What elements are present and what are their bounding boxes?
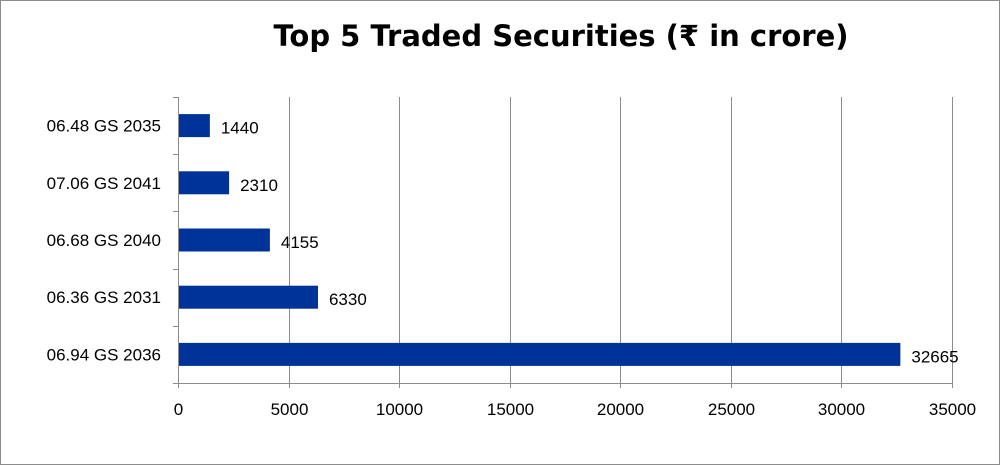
- gridlines: [289, 97, 953, 383]
- data-label: 4155: [281, 233, 319, 252]
- data-label: 1440: [221, 119, 259, 138]
- category-label: 06.36 GS 2031: [47, 288, 161, 307]
- x-tick-label: 5000: [271, 400, 309, 419]
- data-label: 32665: [911, 347, 958, 366]
- x-tick-label: 35000: [929, 400, 976, 419]
- category-label: 07.06 GS 2041: [47, 174, 161, 193]
- axes: [173, 97, 953, 388]
- x-tick-label: 20000: [597, 400, 644, 419]
- category-label: 06.94 GS 2036: [47, 345, 161, 364]
- labels: 0 5000 10000 15000 20000 25000 30000 35000 06.48…: [47, 117, 977, 419]
- x-tick-label: 0: [174, 400, 183, 419]
- bars: [179, 114, 901, 366]
- category-label: 06.48 GS 2035: [47, 117, 161, 136]
- x-tick-label: 30000: [818, 400, 865, 419]
- data-label: 2310: [240, 176, 278, 195]
- bar: [179, 171, 230, 195]
- x-tick-label: 25000: [708, 400, 755, 419]
- bar: [179, 228, 270, 252]
- category-label: 06.68 GS 2040: [47, 231, 161, 250]
- bar: [179, 114, 210, 138]
- x-tick-label: 10000: [376, 400, 423, 419]
- data-label: 6330: [329, 290, 367, 309]
- bar: [179, 342, 901, 366]
- chart-title: Top 5 Traded Securities (₹ in crore): [273, 19, 849, 53]
- bar: [179, 285, 318, 309]
- x-tick-label: 15000: [487, 400, 534, 419]
